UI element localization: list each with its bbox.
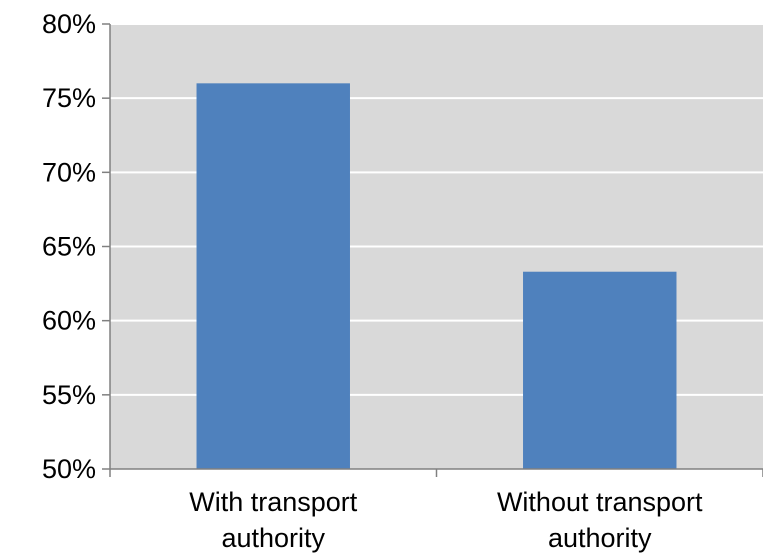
y-tick-label-5: 75% xyxy=(42,83,96,113)
x-category-label-2: Without transport authority xyxy=(497,487,703,553)
x-category-label-line: Without transport xyxy=(497,487,703,517)
axes xyxy=(102,23,763,477)
x-category-label-line: authority xyxy=(221,523,325,553)
bar-1 xyxy=(196,83,350,469)
y-tick-label-1: 55% xyxy=(42,380,96,410)
y-tick-label-3: 65% xyxy=(42,232,96,262)
bar-2 xyxy=(523,271,677,469)
y-axis-tick-labels: 50% 55% 60% 65% 70% 75% 80% xyxy=(42,9,96,484)
bars xyxy=(196,83,677,469)
y-tick-label-2: 60% xyxy=(42,306,96,336)
y-tick-label-6: 80% xyxy=(42,9,96,39)
y-tick-label-0: 50% xyxy=(42,454,96,484)
y-tick-label-4: 70% xyxy=(42,157,96,187)
x-category-label-1: With transport authority xyxy=(189,487,358,553)
x-category-label-line: authority xyxy=(548,523,652,553)
x-category-label-line: With transport xyxy=(189,487,358,517)
